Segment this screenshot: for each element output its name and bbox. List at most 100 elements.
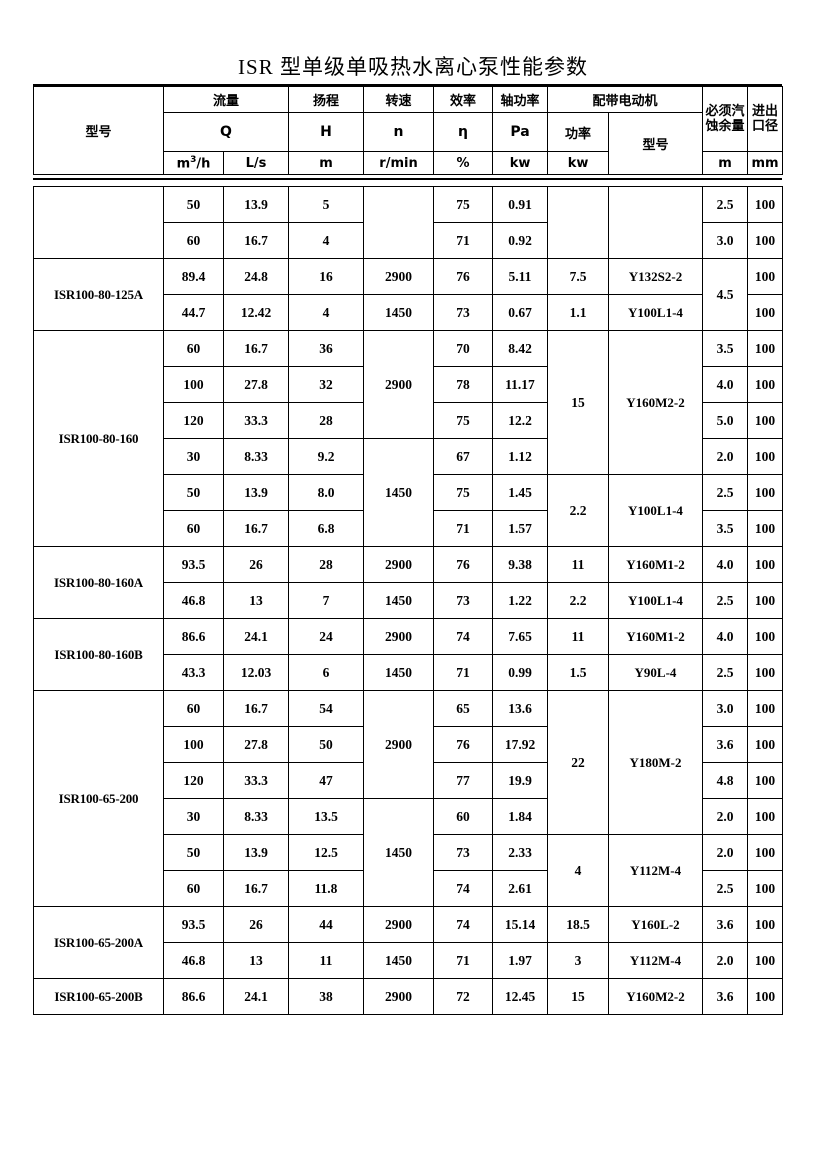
header-motor-power: 功率 [547, 112, 610, 152]
cell-npsh: 4.0 [702, 618, 748, 655]
cell-shaft-power: 7.65 [492, 618, 548, 655]
cell-bore-mm: 100 [747, 546, 783, 583]
cell-head-m: 11.8 [288, 870, 364, 907]
cell-efficiency: 67 [433, 438, 493, 475]
cell-flow-ls: 27.8 [223, 366, 289, 403]
table-row: 43.3 12.03 6 1450 71 0.99 1.5 Y90L-4 2.5 100 [34, 654, 783, 691]
cell-motor-model: Y112M-4 [608, 834, 703, 907]
cell-npsh: 3.0 [702, 690, 748, 727]
cell-flow-ls: 26 [223, 906, 289, 943]
cell-shaft-power: 0.67 [492, 294, 548, 331]
table-body: 50 13.9 5 75 0.91 2.5 100 60 16.7 4 71 0.92 3.0 100 IS… [33, 186, 783, 1015]
cell-speed-rmin: 2900 [363, 546, 434, 583]
table-row: ISR100-80-160A 93.5 26 28 2900 76 9.38 11 Y160M1… [33, 546, 783, 619]
cell-shaft-power: 11.17 [492, 366, 548, 403]
row-model: ISR100-80-160A [33, 546, 164, 619]
table-row: ISR100-80-160 60 16.7 36 2900 70 8.42 15 Y160M2-… [33, 330, 783, 547]
cell-flow-ls: 13.9 [223, 474, 289, 511]
cell-efficiency: 75 [433, 474, 493, 511]
cell-efficiency: 76 [433, 726, 493, 763]
cell-flow-m3h: 89.4 [163, 258, 224, 295]
cell-head-m: 6 [288, 654, 364, 691]
cell-flow-m3h: 60 [163, 690, 224, 727]
header-symbol-pa: Pa [492, 112, 549, 152]
cell-flow-ls: 33.3 [223, 402, 289, 439]
cell-shaft-power: 1.22 [492, 582, 548, 619]
header-group-head: 扬程 [288, 86, 365, 113]
header-unit-npsh-m: m [702, 151, 749, 175]
cell-efficiency: 65 [433, 690, 493, 727]
cell-flow-ls: 27.8 [223, 726, 289, 763]
header-group-bore: 进出口径 [747, 86, 784, 152]
cell-motor-model: Y100L1-4 [608, 474, 703, 547]
cell-speed-rmin: 2900 [363, 978, 434, 1015]
cell-motor-power: 1.5 [547, 654, 609, 691]
cell-bore-mm: 100 [747, 834, 783, 871]
cell-efficiency: 71 [433, 510, 493, 547]
cell-efficiency: 77 [433, 762, 493, 799]
cell-efficiency: 78 [433, 366, 493, 403]
cell-motor-model: Y100L1-4 [608, 582, 703, 619]
cell-motor-model: Y180M-2 [608, 690, 703, 835]
cell-head-m: 44 [288, 906, 364, 943]
cell-efficiency: 74 [433, 618, 493, 655]
header-unit-kw-motor: kw [547, 151, 610, 175]
header-bottom-rule [33, 178, 782, 180]
cell-motor-model: Y100L1-4 [608, 294, 703, 331]
header-symbol-eta: η [433, 112, 494, 152]
cell-efficiency: 75 [433, 186, 493, 223]
cell-head-m: 32 [288, 366, 364, 403]
cell-shaft-power: 5.11 [492, 258, 548, 295]
table-row: 60 16.7 6.8 71 1.57 3.5 100 [34, 510, 783, 547]
cell-flow-ls: 33.3 [223, 762, 289, 799]
cell-npsh: 2.5 [702, 654, 748, 691]
cell-shaft-power: 1.45 [492, 474, 548, 511]
header-group-flow: 流量 [162, 86, 290, 113]
table-row: 60 16.7 11.8 74 2.61 2.5 100 [34, 870, 783, 907]
cell-speed-rmin: 2900 [363, 690, 434, 799]
cell-shaft-power: 9.38 [492, 546, 548, 583]
row-model: ISR100-80-125A [33, 258, 164, 331]
cell-bore-mm: 100 [747, 906, 783, 943]
cell-flow-m3h: 86.6 [163, 978, 224, 1015]
cell-bore-mm: 100 [747, 762, 783, 799]
cell-head-m: 50 [288, 726, 364, 763]
cell-motor-model: Y160M2-2 [608, 330, 703, 475]
header-group-shaft-power: 轴功率 [492, 86, 549, 113]
table-row: 50 13.9 8.0 75 1.45 2.2 Y100L1-4 2.5 100 [34, 474, 783, 547]
cell-efficiency: 73 [433, 294, 493, 331]
cell-flow-ls: 24.8 [223, 258, 289, 295]
header-unit-percent: % [433, 151, 494, 175]
cell-flow-m3h: 46.8 [163, 582, 224, 619]
cell-flow-ls: 24.1 [223, 618, 289, 655]
cell-bore-mm: 100 [747, 798, 783, 835]
cell-flow-m3h: 86.6 [163, 618, 224, 655]
cell-flow-m3h: 30 [163, 438, 224, 475]
cell-speed-rmin: 1450 [363, 798, 434, 907]
header-group-speed: 转速 [363, 86, 435, 113]
cell-npsh: 3.6 [702, 906, 748, 943]
cell-shaft-power: 2.33 [492, 834, 548, 871]
cell-bore-mm: 100 [747, 186, 783, 223]
table-row: 120 33.3 47 77 19.9 4.8 100 [34, 762, 783, 799]
page-title: ISR 型单级单吸热水离心泵性能参数 [238, 55, 588, 79]
cell-bore-mm: 100 [747, 258, 783, 295]
row-model: ISR100-65-200 [33, 690, 164, 907]
cell-flow-ls: 13.9 [223, 186, 289, 223]
cell-efficiency: 73 [433, 834, 493, 871]
row-model: ISR100-80-160B [33, 618, 164, 691]
cell-bore-mm: 100 [747, 474, 783, 511]
table-row: 100 27.8 50 76 17.92 3.6 100 [34, 726, 783, 763]
cell-flow-ls: 12.03 [223, 654, 289, 691]
cell-flow-m3h: 93.5 [163, 546, 224, 583]
cell-shaft-power: 19.9 [492, 762, 548, 799]
cell-motor-power: 2.2 [547, 582, 609, 619]
cell-motor-model: Y160M1-2 [608, 546, 703, 583]
header-unit-m3h: m3/h [163, 151, 224, 175]
cell-head-m: 38 [288, 978, 364, 1015]
cell-efficiency: 75 [433, 402, 493, 439]
cell-npsh: 2.5 [702, 582, 748, 619]
table-row: ISR100-80-160B 86.6 24.1 24 2900 74 7.65 11 Y160… [33, 618, 783, 691]
cell-efficiency: 60 [433, 798, 493, 835]
cell-speed-rmin: 2900 [363, 618, 434, 655]
